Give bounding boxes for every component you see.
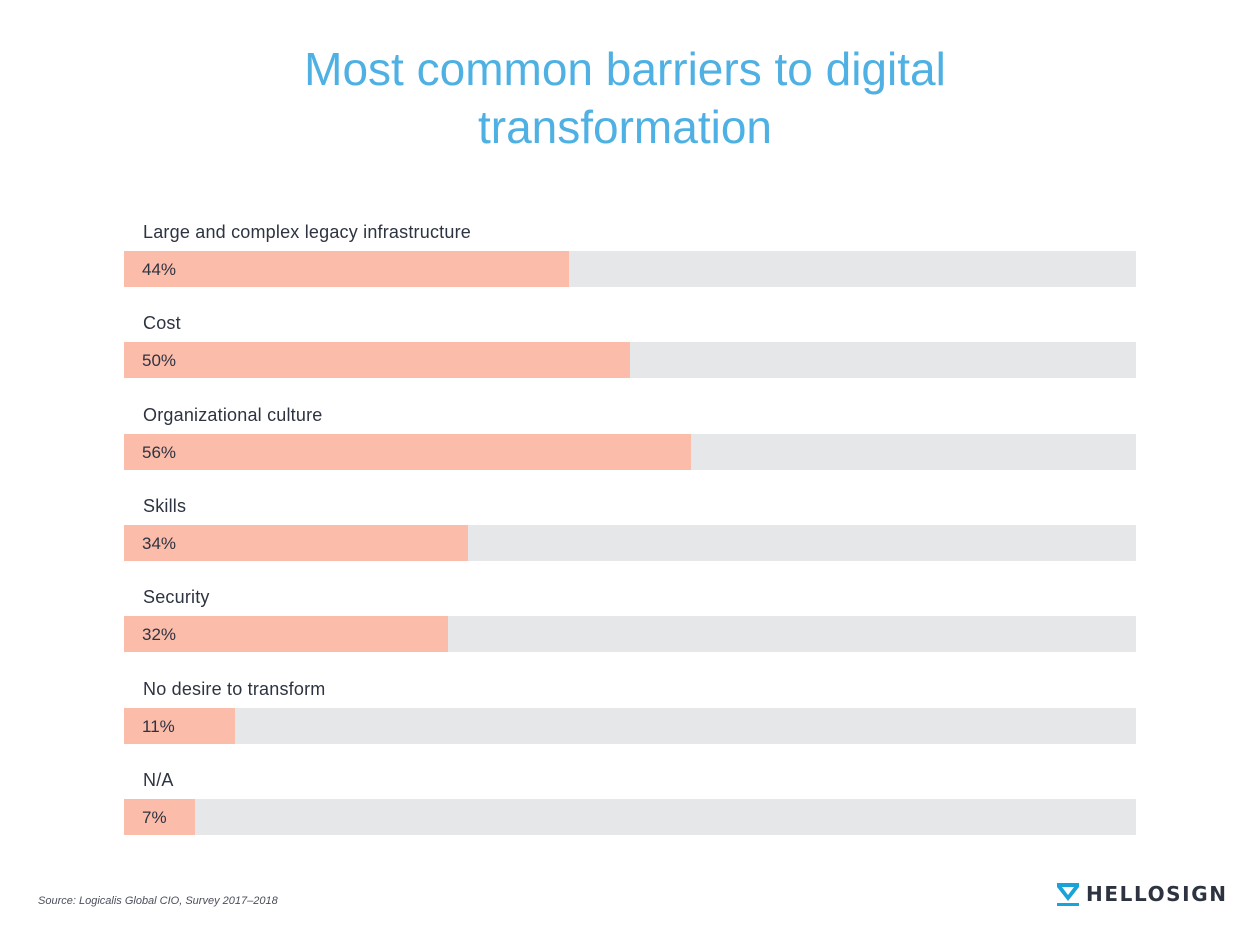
- bar-track: 50%: [124, 342, 1136, 378]
- bar-value-label: 34%: [142, 534, 177, 553]
- bar-track: 56%: [124, 434, 1136, 470]
- bar: [124, 251, 569, 287]
- bar: [124, 799, 195, 835]
- bar-category-label: Cost: [143, 313, 181, 333]
- hellosign-logo: HELLOSIGN: [1056, 880, 1228, 908]
- bar-track: 7%: [124, 799, 1136, 835]
- hellosign-logo-icon: [1057, 883, 1079, 906]
- bar-category-label: Large and complex legacy infrastructure: [143, 222, 471, 242]
- hellosign-logo-text: HELLOSIGN: [1086, 882, 1228, 906]
- source-note: Source: Logicalis Global CIO, Survey 201…: [38, 895, 278, 907]
- bar-track: 34%: [124, 525, 1136, 561]
- bar: [124, 342, 630, 378]
- bar-category-label: N/A: [143, 770, 174, 790]
- bar-value-label: 56%: [142, 443, 177, 462]
- bar-category-label: Security: [143, 587, 210, 607]
- bar: [124, 708, 235, 744]
- bar-value-label: 50%: [142, 351, 177, 370]
- chart-title-line-1: Most common barriers to digital: [304, 43, 946, 95]
- bar: [124, 525, 468, 561]
- bar-value-label: 11%: [142, 717, 175, 736]
- bar-track: 11%: [124, 708, 1136, 744]
- bar-track: 44%: [124, 251, 1136, 287]
- bar: [124, 616, 448, 652]
- bar-category-label: Skills: [143, 496, 187, 516]
- chart-title: Most common barriers to digital transfor…: [0, 40, 1250, 156]
- bar: [124, 434, 691, 470]
- bar-category-label: Organizational culture: [143, 405, 323, 425]
- bar-value-label: 7%: [142, 808, 167, 827]
- bar-value-label: 44%: [142, 260, 177, 279]
- chart-title-line-2: transformation: [477, 101, 772, 153]
- bar-value-label: 32%: [142, 625, 177, 644]
- bar-category-label: No desire to transform: [143, 679, 326, 699]
- bar-track: 32%: [124, 616, 1136, 652]
